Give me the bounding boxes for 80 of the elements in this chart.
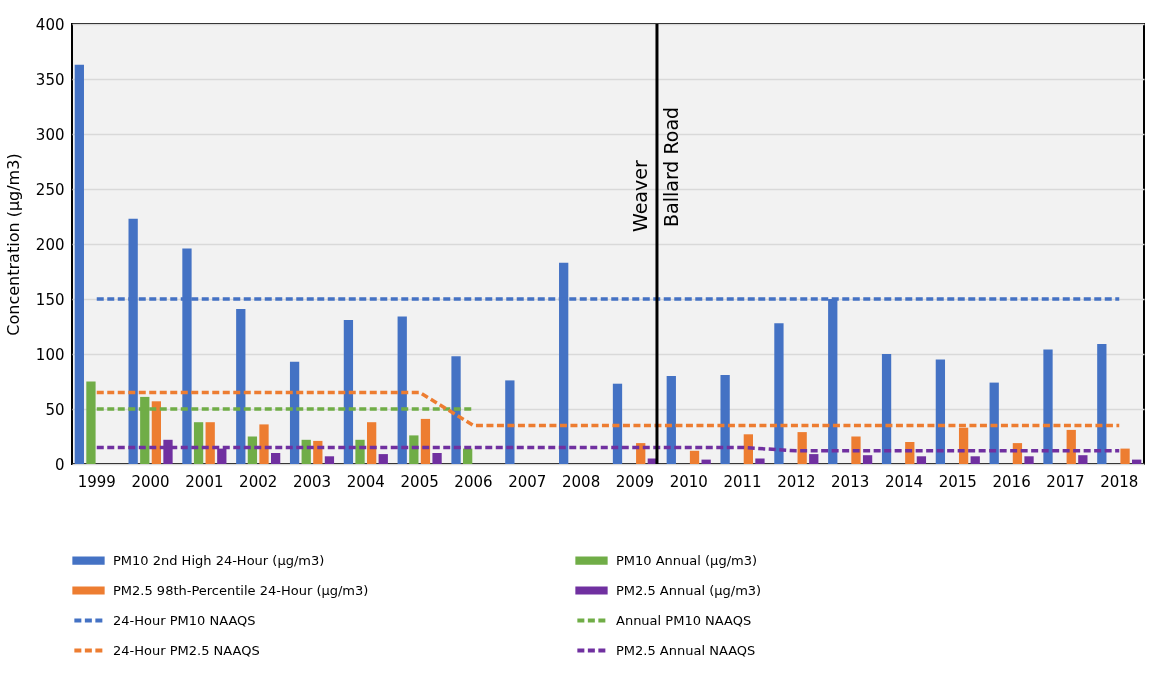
bar: [1120, 448, 1130, 464]
bar: [366, 422, 377, 464]
x-tick-label: 2000: [131, 472, 170, 491]
x-tick-label: 2004: [346, 472, 385, 491]
x-tick-label: 2016: [992, 472, 1031, 491]
annotation: Weaver: [628, 160, 651, 232]
bar: [612, 383, 623, 464]
y-tick-label: 50: [45, 400, 65, 419]
y-tick-label: 300: [35, 125, 65, 144]
x-tick-label: 2015: [938, 472, 977, 491]
bar: [397, 316, 407, 464]
x-tick-label: 1999: [77, 472, 116, 491]
x-tick-label: 2012: [777, 472, 816, 491]
x-tick-label: 2014: [884, 472, 924, 491]
x-tick-label: 2005: [400, 472, 439, 491]
bar: [432, 453, 442, 464]
bar: [881, 354, 892, 464]
bar: [970, 456, 980, 464]
bar: [259, 424, 269, 464]
bar: [1078, 455, 1088, 464]
bar: [689, 450, 700, 464]
y-tick-label: 100: [35, 345, 65, 364]
legend-label: 24-Hour PM2.5 NAAQS: [113, 642, 260, 658]
x-tick-label: 2017: [1046, 472, 1085, 491]
y-tick-label: 350: [35, 70, 65, 89]
y-tick-label: 400: [35, 15, 65, 34]
legend-label: PM2.5 Annual (µg/m3): [616, 582, 762, 598]
bar: [935, 359, 946, 464]
x-tick-label: 2009: [615, 472, 654, 491]
legend-label: PM2.5 Annual NAAQS: [616, 642, 756, 658]
bar: [151, 401, 162, 464]
y-tick-label: 150: [35, 290, 65, 309]
legend-label: PM10 2nd High 24-Hour (µg/m3): [113, 552, 325, 568]
bar: [205, 422, 215, 464]
bar: [451, 356, 461, 464]
bar: [755, 458, 765, 464]
bar: [324, 456, 335, 464]
bar: [1097, 344, 1107, 464]
x-tick-label: 2001: [185, 472, 224, 491]
x-tick-label: 2006: [454, 472, 493, 491]
x-tick-label: 2007: [508, 472, 547, 491]
y-tick-label: 0: [54, 455, 65, 474]
bar: [1043, 349, 1053, 464]
x-tick-label: 2011: [723, 472, 762, 491]
y-tick-label: 200: [35, 235, 65, 254]
legend-label: PM2.5 98th-Percentile 24-Hour (µg/m3): [113, 582, 369, 598]
y-axis-title: Concentration (µg/m3): [3, 153, 23, 336]
x-tick-label: 2013: [831, 472, 870, 491]
bar: [701, 459, 711, 464]
bar: [409, 435, 419, 464]
x-tick-label: 2003: [292, 472, 332, 491]
legend-label: PM10 Annual (µg/m3): [616, 552, 758, 568]
bar: [636, 443, 646, 464]
bar: [378, 454, 388, 464]
bar: [989, 382, 999, 464]
bar: [463, 448, 473, 464]
bar: [851, 436, 861, 464]
bar: [505, 380, 515, 464]
legend-label: Annual PM10 NAAQS: [616, 612, 752, 628]
bar: [420, 418, 431, 464]
bar: [236, 308, 246, 464]
bar: [289, 361, 300, 464]
bar: [343, 319, 354, 464]
legend-label: 24-Hour PM10 NAAQS: [113, 612, 256, 628]
bar: [270, 453, 281, 464]
bar: [193, 422, 204, 464]
y-tick-label: 250: [35, 180, 65, 199]
x-tick-label: 2002: [239, 472, 278, 491]
bar: [916, 456, 927, 464]
bar: [774, 323, 784, 464]
bar: [862, 455, 873, 464]
x-tick-label: 2018: [1100, 472, 1139, 491]
bar: [666, 376, 676, 464]
annotation: Ballard Road: [659, 106, 682, 227]
bar: [720, 374, 730, 464]
bar: [743, 434, 753, 464]
x-tick-label: 2008: [562, 472, 601, 491]
x-tick-label: 2010: [669, 472, 708, 491]
bar: [74, 64, 84, 464]
bar: [1024, 456, 1034, 464]
